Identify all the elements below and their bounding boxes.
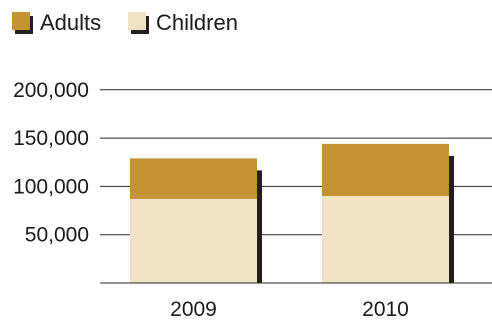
legend-label-adults: Adults [40,10,101,35]
bar-adults-2010 [322,144,449,196]
legend-swatch-children [128,12,146,30]
bar-children-2009 [130,199,257,283]
y-tick-label: 150,000 [13,127,89,150]
y-axis-tick-labels: 50,000 100,000 150,000 200,000 [13,79,89,247]
bar-shadow [257,170,262,283]
bar-adults-2009 [130,158,257,199]
bar-shadow [449,156,454,283]
legend-label-children: Children [156,10,238,35]
legend: Adults Children [12,10,238,35]
y-tick-label: 50,000 [25,224,89,247]
y-tick-label: 200,000 [13,79,89,102]
y-tick-label: 100,000 [13,175,89,198]
legend-swatch-adults [12,12,30,30]
bar-children-2010 [322,196,449,283]
x-axis-category-labels: 2009 2010 [170,298,409,321]
x-category-label: 2010 [362,298,409,321]
x-category-label: 2009 [170,298,217,321]
bars [130,144,454,283]
